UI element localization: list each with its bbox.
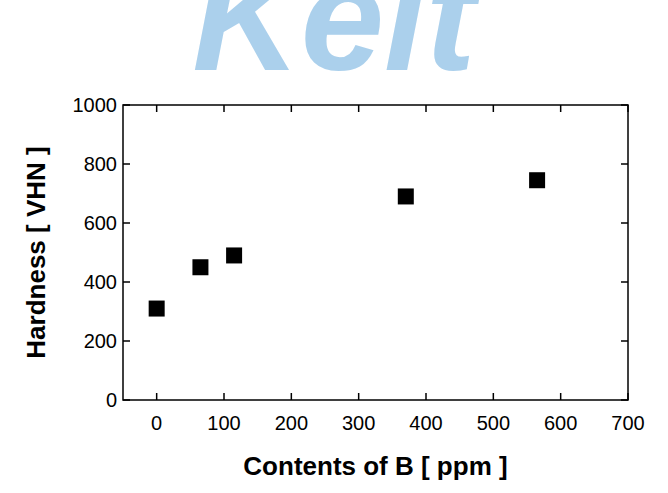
y-tick: [123, 340, 130, 342]
y-tick-label: 200: [84, 330, 117, 352]
point: [226, 247, 242, 263]
x-tick: [156, 393, 158, 400]
y-tick-right: [621, 163, 628, 165]
y-axis-label: Hardness [ VHN ]: [21, 146, 51, 358]
x-tick-top: [223, 105, 225, 112]
x-tick-top: [560, 105, 562, 112]
x-tick: [425, 393, 427, 400]
x-tick-label: 200: [275, 412, 308, 434]
x-tick-label: 0: [151, 412, 162, 434]
x-tick-label: 300: [342, 412, 375, 434]
y-tick: [123, 104, 130, 106]
point: [398, 188, 414, 204]
x-tick-top: [627, 105, 629, 112]
x-tick-label: 700: [611, 412, 644, 434]
x-tick-label: 400: [409, 412, 442, 434]
y-tick-right: [621, 281, 628, 283]
y-tick-label: 0: [106, 389, 117, 411]
x-tick-label: 600: [544, 412, 577, 434]
y-tick-label: 600: [84, 212, 117, 234]
point: [192, 259, 208, 275]
y-tick-right: [621, 104, 628, 106]
chart-container: Keit 0 100 200 300 400 500 600 700 0 200 400 600 800 1…: [0, 0, 668, 493]
point: [149, 301, 165, 317]
points: [149, 172, 545, 316]
x-axis-label: Contents of B [ ppm ]: [243, 451, 507, 481]
x-tick-top: [358, 105, 360, 112]
y-tick-label: 1000: [73, 94, 118, 116]
y-tick-label: 800: [84, 153, 117, 175]
y-tick-right: [621, 222, 628, 224]
y-tick-right: [621, 399, 628, 401]
point: [529, 172, 545, 188]
y-tick: [123, 281, 130, 283]
y-tick: [123, 399, 130, 401]
x-tick: [291, 393, 293, 400]
chart-svg: Keit 0 100 200 300 400 500 600 700 0 200 400 600 800 1…: [0, 0, 668, 493]
x-tick: [223, 393, 225, 400]
x-tick-label: 500: [477, 412, 510, 434]
x-tick: [560, 393, 562, 400]
x-tick-top: [425, 105, 427, 112]
x-tick-top: [291, 105, 293, 112]
x-tick: [627, 393, 629, 400]
watermark: Keit: [192, 0, 481, 102]
x-tick: [358, 393, 360, 400]
y-tick: [123, 222, 130, 224]
y-tick-right: [621, 340, 628, 342]
y-tick-label: 400: [84, 271, 117, 293]
x-tick-top: [493, 105, 495, 112]
plot-frame: [123, 105, 628, 400]
x-tick-top: [156, 105, 158, 112]
x-tick: [493, 393, 495, 400]
y-tick: [123, 163, 130, 165]
x-tick-label: 100: [207, 412, 240, 434]
